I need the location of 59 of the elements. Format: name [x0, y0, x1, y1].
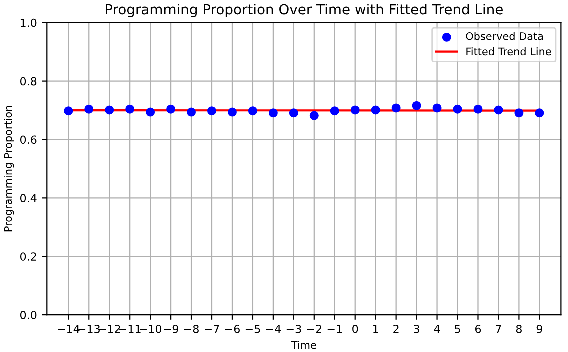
x-tick-label: 4 — [434, 325, 440, 334]
point — [64, 106, 74, 116]
point — [126, 104, 135, 114]
x-tick-label: 9 — [536, 324, 542, 334]
x-tick-label: 7 — [496, 325, 502, 334]
x-tick-label: −8 — [184, 324, 199, 334]
x-tick-label: −11 — [120, 325, 141, 334]
point — [248, 106, 258, 116]
point — [166, 104, 176, 114]
x-tick-label: 5 — [455, 325, 460, 334]
point — [310, 111, 319, 120]
point — [514, 108, 524, 118]
x-tick-label: −3 — [286, 324, 302, 334]
x-tick-label: 6 — [475, 324, 482, 334]
x-tick-label: −2 — [307, 324, 322, 334]
y-tick-label: 0.0 — [20, 311, 37, 320]
point — [371, 106, 380, 115]
point — [350, 106, 360, 115]
x-tick-label: −10 — [140, 324, 162, 334]
x-tick-label: −4 — [266, 325, 282, 334]
point — [268, 108, 278, 118]
x-tick-label: −9 — [164, 324, 178, 334]
y-axis-title: Programming Proportion — [4, 106, 14, 232]
y-tick-label: 0.6 — [20, 136, 37, 144]
point — [330, 106, 340, 116]
x-tick-label: −7 — [204, 325, 220, 334]
x-tick-label: 3 — [414, 324, 420, 334]
x-tick-label: 1 — [374, 325, 378, 334]
x-tick-label: −5 — [246, 325, 260, 334]
y-tick-label: 0.2 — [20, 252, 36, 261]
x-tick-label: −14 — [58, 325, 80, 334]
point — [105, 106, 114, 115]
point — [494, 106, 504, 115]
x-tick-label: −1 — [328, 325, 342, 334]
point — [474, 104, 483, 114]
point — [432, 104, 442, 113]
point — [453, 104, 462, 114]
point — [187, 108, 196, 117]
point — [412, 101, 422, 110]
point — [84, 104, 94, 114]
point — [289, 108, 298, 118]
chart-title: Programming Proportion Over Time with Fitted Trend Line — [106, 4, 503, 18]
x-tick-label: 0 — [352, 324, 358, 334]
legend-label: Fitted Trend Line — [466, 48, 552, 56]
point — [535, 108, 544, 118]
point — [228, 108, 237, 117]
point — [392, 104, 401, 113]
point — [146, 108, 156, 117]
legend-label: Observed Data — [466, 32, 544, 40]
x-axis-title: Time — [291, 341, 316, 350]
point — [208, 106, 217, 116]
y-tick-label: 1.0 — [20, 18, 37, 28]
y-tick-label: 0.4 — [20, 194, 37, 203]
x-tick-label: −6 — [225, 324, 240, 334]
x-tick-label: −13 — [78, 324, 100, 334]
y-tick-label: 0.8 — [20, 77, 37, 86]
x-tick-label: 8 — [516, 324, 522, 334]
x-tick-label: 2 — [394, 324, 399, 334]
x-tick-label: −12 — [99, 324, 120, 334]
